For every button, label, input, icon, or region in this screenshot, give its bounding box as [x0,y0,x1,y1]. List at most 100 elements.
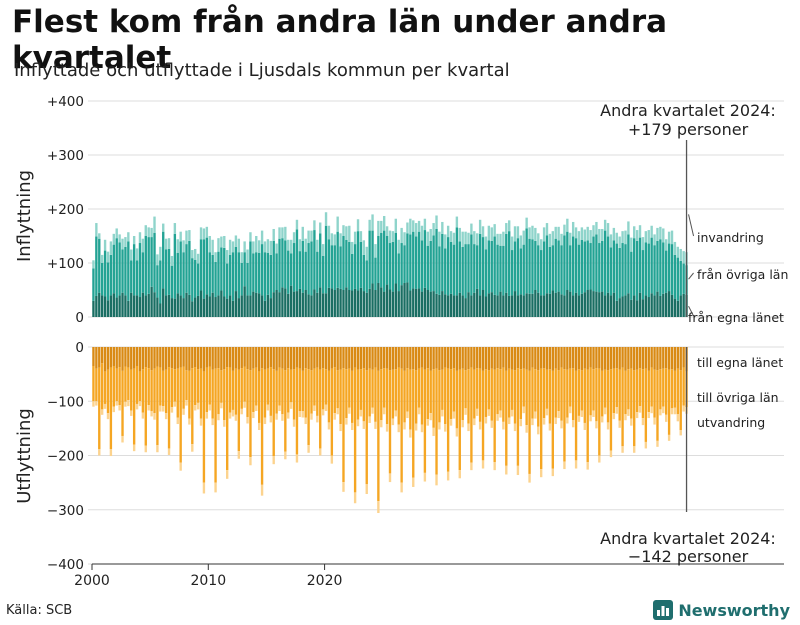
outflow-bar [269,415,272,423]
outflow-bar [534,347,537,370]
inflow-bar [508,295,511,317]
outflow-bar [397,367,400,425]
outflow-bar [667,347,671,370]
outflow-bar [659,369,662,410]
outflow-bar [662,406,665,414]
outflow-bar [473,347,476,370]
outflow-bar [481,460,485,469]
inflow-bar [560,245,563,295]
inflow-bar [484,296,488,317]
outflow-bar [380,347,383,370]
inflow-bar [339,288,342,317]
outflow-bar [676,368,680,415]
outflow-bar [673,347,677,371]
inflow-bar [580,227,584,240]
inflow-bar [135,295,139,317]
inflow-bar [269,240,272,255]
outflow-bar [650,367,653,407]
outflow-bar [539,469,543,478]
inflow-bar [464,298,467,317]
outflow-ytick-label: −400 [47,557,84,573]
outflow-bar [234,347,238,369]
inflow-bar [458,241,461,293]
outflow-bar [455,347,459,371]
outflow-bar [417,407,421,415]
inflow-bar [650,237,653,294]
inflow-bar [380,220,383,233]
inflow-bar [420,225,424,241]
inflow-bar [403,232,406,246]
inflow-bar [284,226,287,241]
inflow-bar [182,298,185,317]
outflow-bar [132,444,136,452]
chart: 0 +100 +200 +300 +400 −400 −300 −200 −100 0 2000 20… [14,94,788,589]
outflow-bar [461,347,464,369]
outflow-bar [324,404,328,412]
inflow-bar [458,292,461,317]
outflow-bar [284,347,287,371]
outflow-bar [333,347,336,368]
inflow-bar [295,229,299,292]
outflow-bar [237,369,241,452]
outflow-bar [542,347,546,369]
outflow-bar [188,347,191,371]
inflow-bar [452,232,456,245]
inflow-bar [252,291,255,317]
outflow-bar [353,347,357,368]
outflow-bar [374,421,377,429]
inflow-bar [638,225,642,238]
outflow-bar [476,347,479,369]
outflow-bar [330,368,334,456]
inflow-bar [301,292,304,317]
inflow-bar [324,212,328,226]
inflow-bar [665,250,668,293]
inflow-bar [199,239,203,291]
inflow-bar [362,254,366,292]
inflow-bar [100,295,104,317]
outflow-bar [301,347,304,371]
outflow-bar [545,347,549,370]
outflow-bar [292,347,296,370]
inflow-bar [348,290,351,317]
inflow-bar [548,293,552,317]
inflow-bar [176,293,179,317]
inflow-bar [269,254,272,299]
inflow-bar [624,295,627,317]
outflow-bar [292,369,296,420]
inflow-bar [144,225,147,236]
outflow-bar [455,428,459,437]
inflow-bar [135,260,139,296]
inflow-bar [519,294,523,317]
outflow-bar [336,408,339,415]
inflow-bar [557,240,560,292]
inflow-bar [444,248,447,295]
outflow-bar [624,347,627,371]
inflow-bar [441,233,444,292]
inflow-bar [150,286,153,317]
outflow-bar [374,347,377,368]
inflow-bar [138,232,142,244]
inflow-bar [307,230,310,244]
inflow-bar [313,220,316,231]
inflow-bar [263,252,267,301]
inflow-bar [220,290,223,317]
inflow-bar [214,261,217,298]
inflow-bar [478,233,482,296]
inflow-ytick-label: +400 [47,94,84,110]
inflow-bar [577,231,581,245]
outflow-bar [502,421,505,430]
inflow-bar [551,290,554,317]
outflow-bar [665,347,668,369]
inflow-bar [234,246,238,292]
inflow-bar [368,219,371,231]
outflow-bar [446,347,450,369]
outflow-bar [438,347,441,371]
inflow-bar [519,248,523,295]
inflow-bar [103,296,107,317]
inflow-bar [417,288,421,317]
inflow-bar [298,239,302,252]
outflow-bar [560,367,563,421]
inflow-bar [598,292,601,317]
inflow-bar [647,243,650,298]
inflow-bar [446,237,450,296]
